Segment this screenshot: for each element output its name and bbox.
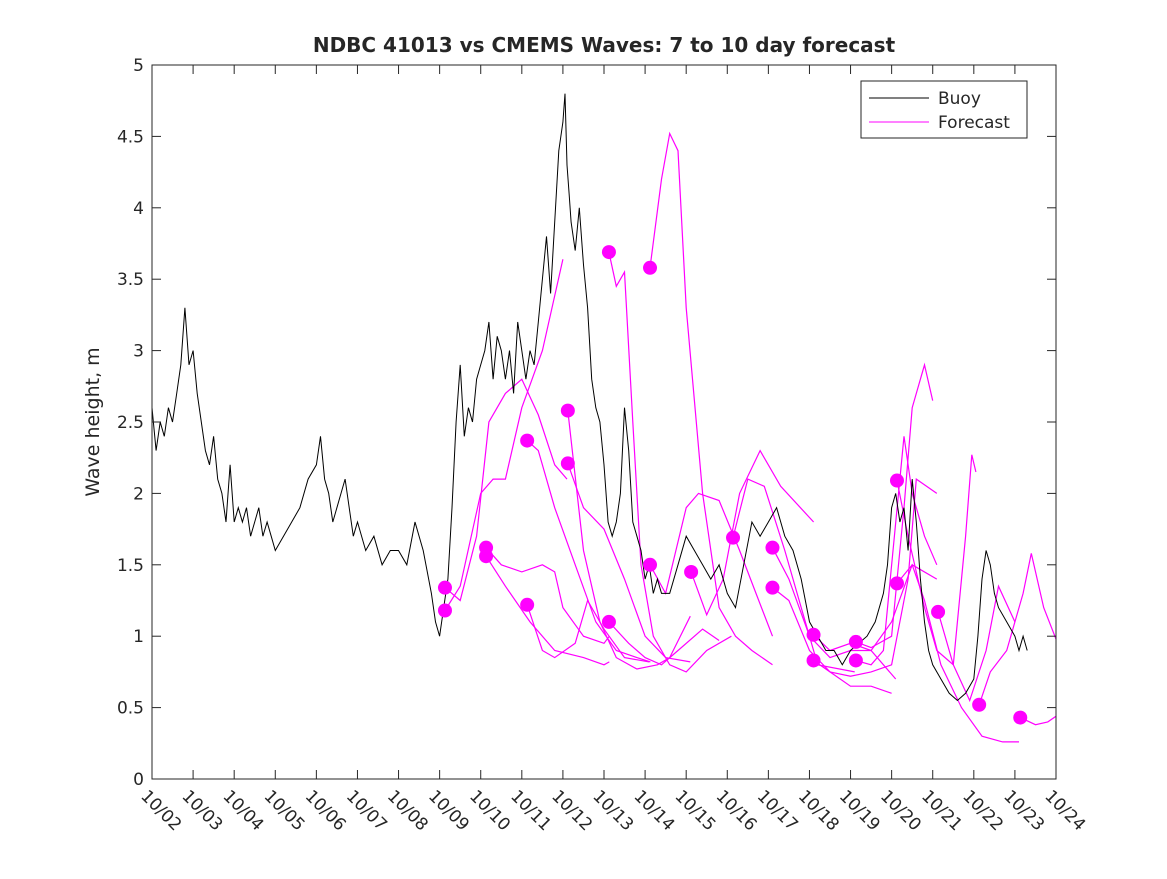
forecast-start-marker-22 xyxy=(889,576,904,591)
forecast-line-3 xyxy=(485,547,610,645)
forecast-start-marker-17 xyxy=(806,627,821,642)
forecast-line-24 xyxy=(978,553,1057,705)
forecast-line-20 xyxy=(855,436,938,666)
forecast-start-marker-16 xyxy=(765,580,780,595)
y-axis-label: Wave height, m xyxy=(82,347,104,496)
legend-buoy-label: Buoy xyxy=(938,89,981,109)
y-tick-label: 1.5 xyxy=(117,556,144,576)
forecast-start-marker-10 xyxy=(601,614,616,629)
forecast-start-marker-12 xyxy=(643,557,658,572)
y-tick-label: 4.5 xyxy=(117,127,144,147)
forecast-start-marker-9 xyxy=(601,245,616,260)
y-tick-label: 2 xyxy=(133,484,144,504)
forecast-start-marker-15 xyxy=(765,540,780,555)
y-tick-label: 5 xyxy=(133,56,144,76)
legend-box xyxy=(860,80,1028,139)
forecast-start-marker-8 xyxy=(560,456,575,471)
forecast-line-18 xyxy=(813,478,938,677)
forecast-line-22 xyxy=(896,563,1019,743)
forecast-line-4 xyxy=(485,555,610,666)
chart-title: NDBC 41013 vs CMEMS Waves: 7 to 10 day f… xyxy=(313,33,896,57)
y-tick-label: 3.5 xyxy=(117,270,144,290)
plot-lines xyxy=(151,93,1057,743)
forecast-line-25 xyxy=(1020,715,1057,726)
forecast-start-marker-2 xyxy=(437,603,452,618)
y-tick-label: 0.5 xyxy=(117,699,144,719)
forecast-start-marker-23 xyxy=(931,604,946,619)
y-tick-label: 2.5 xyxy=(117,413,144,433)
forecast-line-6 xyxy=(526,598,650,663)
forecast-start-marker-21 xyxy=(889,473,904,488)
forecast-start-marker-7 xyxy=(560,403,575,418)
y-tick-label: 3 xyxy=(133,342,144,362)
forecast-line-13 xyxy=(690,449,815,617)
forecast-line-11 xyxy=(649,131,773,666)
forecast-line-1 xyxy=(444,378,568,602)
forecast-start-marker-5 xyxy=(520,433,535,448)
forecast-start-marker-11 xyxy=(643,260,658,275)
y-tick-label: 4 xyxy=(133,199,144,219)
forecast-start-marker-18 xyxy=(806,653,821,668)
y-tick-label: 1 xyxy=(133,627,144,647)
forecast-start-marker-19 xyxy=(848,634,863,649)
forecast-start-marker-13 xyxy=(684,564,699,579)
forecast-line-10 xyxy=(608,621,720,666)
forecast-start-marker-25 xyxy=(1013,710,1028,725)
forecast-start-marker-1 xyxy=(437,580,452,595)
buoy-line xyxy=(151,93,1028,702)
forecast-line-23 xyxy=(937,454,977,665)
forecast-line-9 xyxy=(608,251,732,673)
legend: Buoy Forecast xyxy=(860,80,1028,139)
forecast-start-marker-20 xyxy=(848,653,863,668)
forecast-line-2 xyxy=(444,259,564,611)
forecast-start-marker-14 xyxy=(726,530,741,545)
forecast-start-marker-6 xyxy=(520,597,535,612)
forecast-start-marker-24 xyxy=(972,697,987,712)
forecast-start-marker-4 xyxy=(479,549,494,564)
forecast-line-5 xyxy=(526,440,651,663)
forecast-line-12 xyxy=(649,492,774,637)
y-tick-label: 0 xyxy=(133,770,144,790)
legend-forecast-label: Forecast xyxy=(938,113,1010,133)
